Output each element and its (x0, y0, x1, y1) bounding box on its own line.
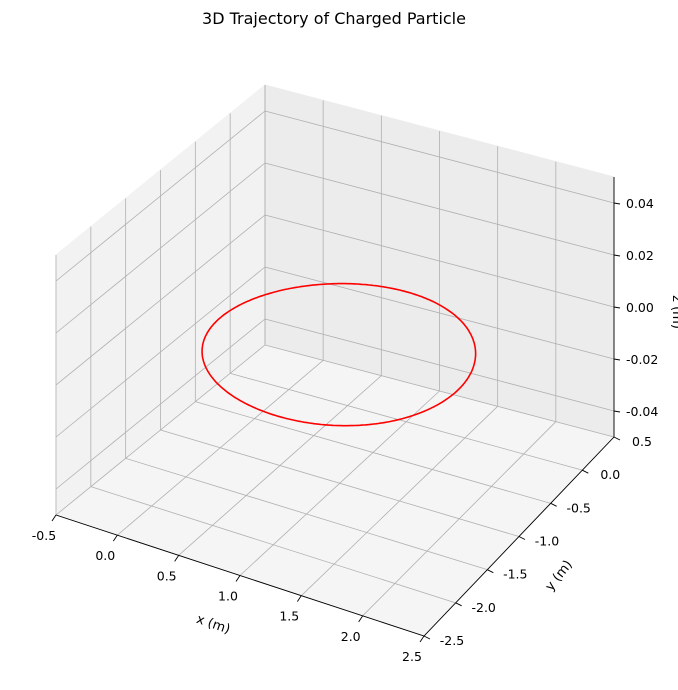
y-tick-label: 0.0 (600, 467, 620, 482)
y-tick-label: 0.5 (632, 434, 652, 449)
y-tick-mark (423, 635, 431, 640)
x-tick-mark (296, 595, 302, 602)
grid-lines (55, 85, 615, 637)
z-grid-line-back (264, 110, 615, 204)
z-tick-mark (613, 358, 621, 361)
x-tick-label: 0.5 (157, 568, 177, 583)
z-tick-label: 0.04 (626, 196, 654, 211)
y-tick-label: -2.5 (440, 633, 464, 648)
x-axis-label: x (m) (194, 612, 232, 637)
x-tick-mark (235, 575, 241, 582)
z-axis-ticks: -0.04 -0.02 0.00 0.02 0.04 (613, 196, 658, 419)
z-tick-mark (613, 202, 621, 205)
y-tick-mark (582, 469, 589, 474)
x-tick-label: 1.0 (218, 589, 238, 604)
x-tick-label: 1.5 (279, 609, 299, 624)
trajectory-layer (201, 282, 477, 427)
y-grid-line-floor (195, 401, 551, 504)
chart-title: 3D Trajectory of Charged Particle (202, 9, 466, 28)
x-tick-mark (112, 534, 118, 542)
z-tick-mark (613, 410, 621, 413)
z-grid-line-back (264, 318, 615, 412)
z-grid-line-left (55, 318, 266, 490)
z-tick-label: -0.02 (626, 352, 658, 367)
x-axis-ticks: -0.5 0.0 0.5 1.0 1.5 2.0 2.5 (32, 514, 425, 664)
y-tick-mark (550, 502, 557, 507)
z-grid-line-left (55, 266, 266, 438)
axes-panes (54, 83, 615, 637)
y-axis-ticks: -2.5 -2.0 -1.5 -1.0 -0.5 0.0 0.5 (423, 434, 652, 648)
trajectory-line (201, 282, 477, 427)
y-tick-mark (518, 536, 526, 540)
z-grid-line-back (264, 162, 615, 256)
x-tick-mark (51, 514, 57, 522)
z-tick-label: -0.04 (626, 404, 658, 419)
z-tick-label: 0.02 (626, 248, 654, 263)
y-grid-line-floor (90, 486, 456, 604)
y-grid-line-floor (160, 429, 520, 537)
y-tick-mark (613, 436, 621, 441)
z-axis-label: z (m) (669, 295, 678, 329)
z-grid-line-left (55, 162, 266, 334)
y-tick-label: -1.0 (535, 534, 559, 549)
y-tick-mark (487, 569, 494, 574)
z-tick-mark (613, 306, 621, 309)
x-tick-label: 0.0 (95, 548, 115, 563)
z-tick-mark (613, 254, 621, 257)
y-axis-label: y (m) (543, 558, 576, 595)
x-tick-mark (174, 555, 180, 562)
y-tick-label: -0.5 (567, 500, 591, 515)
x-tick-label: -0.5 (32, 528, 56, 543)
x-tick-label: 2.0 (341, 629, 361, 644)
y-grid-line-floor (125, 457, 488, 571)
y-grid-line-floor (264, 344, 615, 438)
y-grid-line-floor (230, 372, 583, 471)
x-tick-mark (358, 615, 364, 623)
z-grid-line-left (55, 110, 266, 282)
z-grid-line-left (55, 214, 266, 386)
y-tick-label: -2.0 (472, 600, 496, 615)
z-tick-label: 0.00 (626, 300, 654, 315)
x-tick-label: 2.5 (402, 649, 422, 664)
x-tick-mark (419, 635, 425, 643)
y-tick-label: -1.5 (503, 567, 527, 582)
y-tick-mark (455, 602, 462, 607)
z-grid-line-back (264, 214, 615, 308)
z-grid-line-back (264, 266, 615, 360)
